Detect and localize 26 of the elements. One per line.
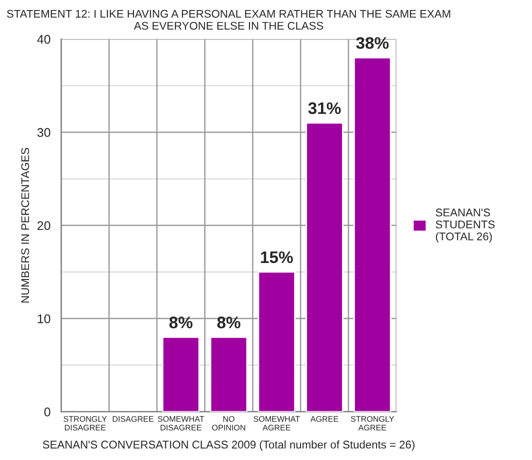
x-tick-label: SOMEWHAT DISAGREE [158, 416, 204, 430]
y-tick-label: 40 [37, 34, 50, 44]
bar [258, 271, 296, 412]
data-label: 8% [169, 316, 192, 328]
x-axis-title: SEANAN'S CONVERSATION CLASS 2009 (Total number of Students = 26) [42, 440, 414, 451]
chart-title: STATEMENT 12: I LIKE HAVING A PERSONAL EXAM RATHER THAN THE SAME EXAM AS EVERYONE ELSE IN THE CLASS [6, 10, 450, 30]
bar [354, 57, 392, 412]
data-label: 31% [308, 102, 341, 114]
bar [210, 336, 248, 412]
data-label: 15% [261, 251, 293, 264]
legend-label: SEANAN'S STUDENTS (TOTAL 26) [436, 208, 495, 243]
x-tick-label: DISAGREE [112, 416, 154, 422]
y-axis-title: NUMBERS IN PERCENTAGES [21, 148, 30, 302]
y-tick-label: 30 [37, 128, 50, 137]
y-tick-label: 10 [38, 314, 50, 324]
data-label: 38% [356, 37, 389, 49]
data-label: 8% [217, 316, 240, 328]
y-tick-label: 0 [44, 408, 50, 416]
y-tick-label: 20 [37, 221, 50, 230]
bar [162, 336, 200, 412]
x-tick-label: NO OPINION [212, 416, 246, 430]
bar [306, 122, 344, 412]
x-tick-label: STRONGLY AGREE [350, 416, 394, 430]
x-tick-label: AGREE [310, 416, 338, 422]
x-tick-label: SOMEWHAT AGREE [254, 416, 300, 430]
x-tick-label: STRONGLY DISAGREE [64, 416, 107, 430]
